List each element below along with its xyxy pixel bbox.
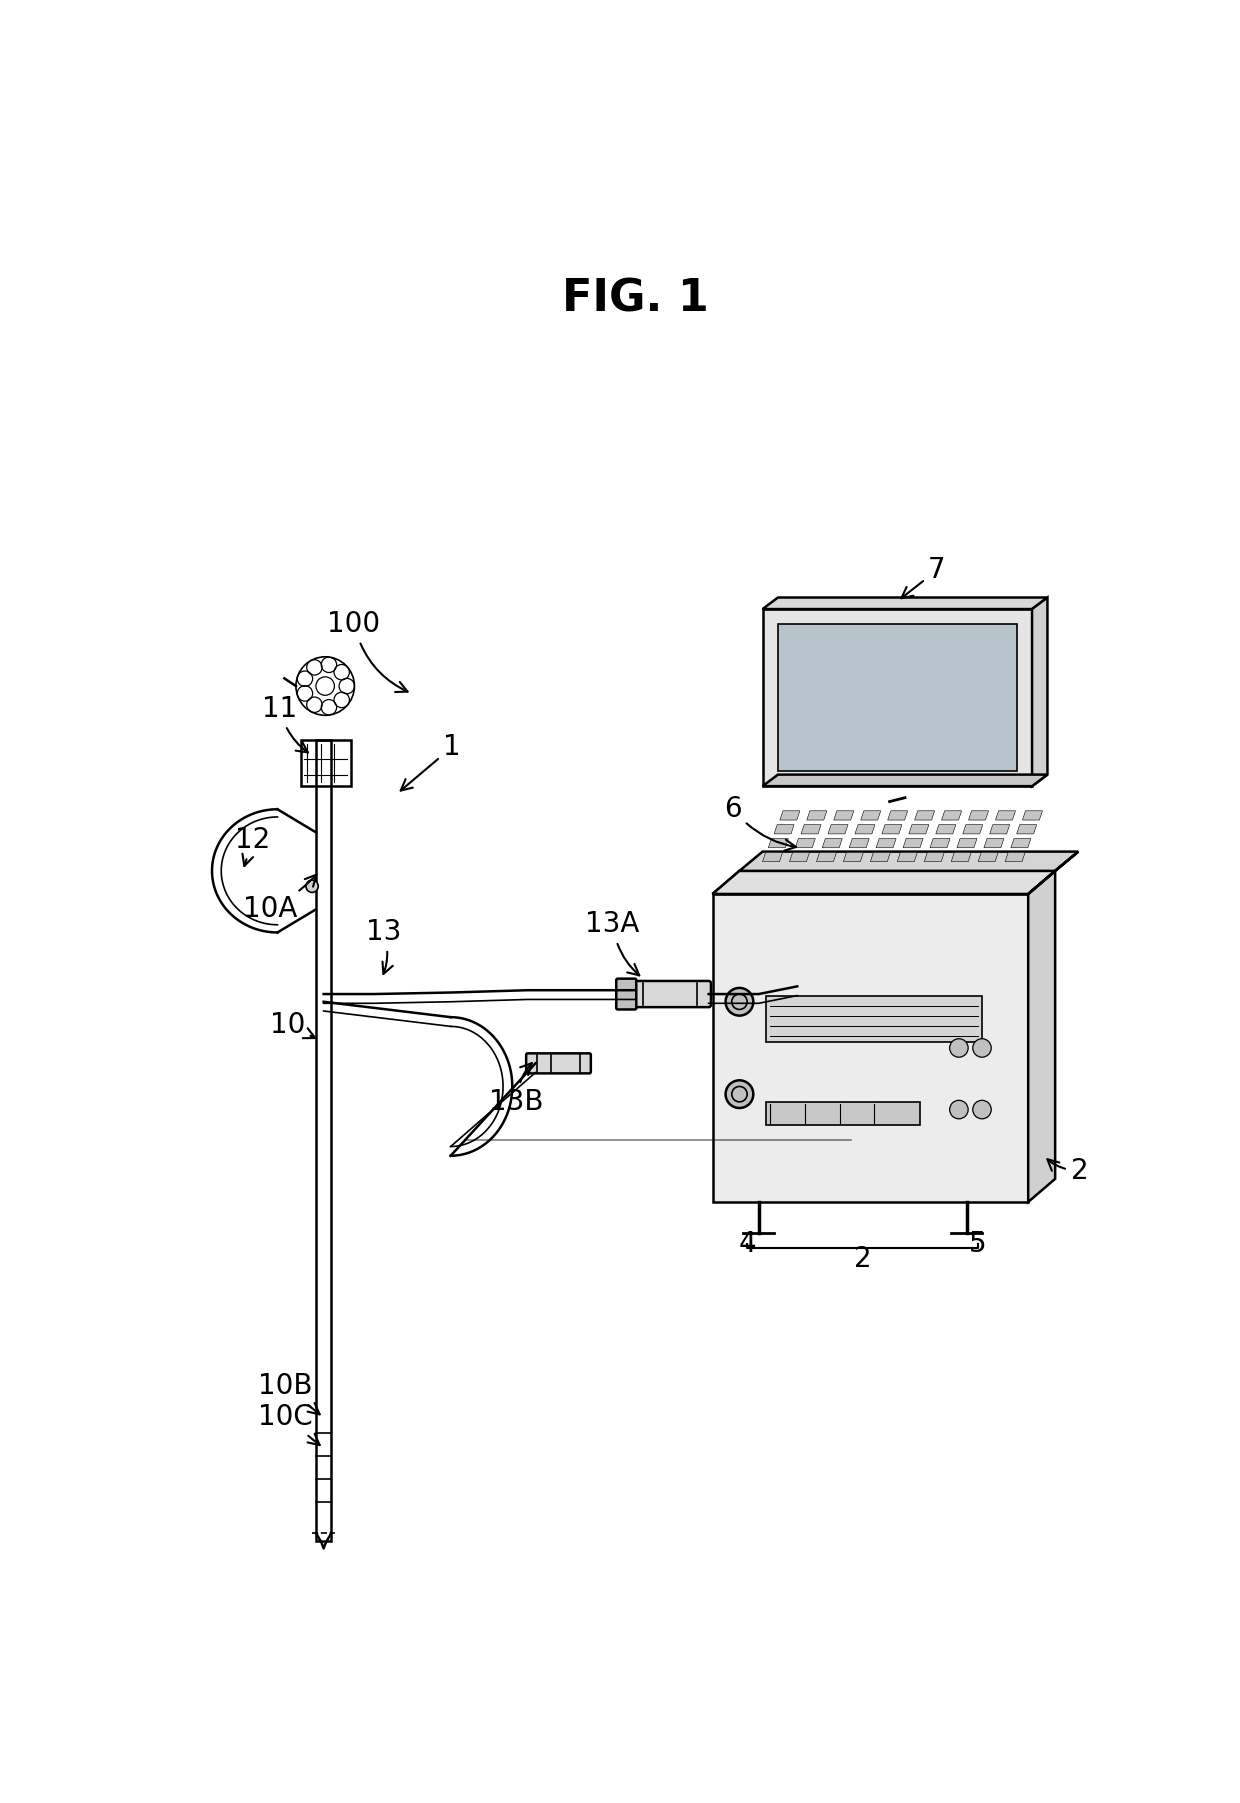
Circle shape: [306, 880, 319, 892]
Polygon shape: [795, 838, 815, 847]
Polygon shape: [763, 597, 1048, 609]
Circle shape: [950, 1100, 968, 1120]
Circle shape: [725, 1080, 754, 1109]
Polygon shape: [870, 853, 890, 862]
Polygon shape: [807, 811, 827, 820]
Polygon shape: [769, 838, 789, 847]
Polygon shape: [1006, 853, 1025, 862]
Polygon shape: [854, 824, 875, 835]
Polygon shape: [888, 811, 908, 820]
Polygon shape: [816, 853, 837, 862]
FancyBboxPatch shape: [526, 1053, 590, 1073]
Text: 10B: 10B: [258, 1372, 320, 1414]
Polygon shape: [898, 853, 918, 862]
Text: 12: 12: [236, 826, 270, 865]
FancyBboxPatch shape: [630, 981, 711, 1008]
Polygon shape: [941, 811, 961, 820]
Polygon shape: [877, 838, 897, 847]
Text: 2: 2: [1048, 1158, 1089, 1185]
Polygon shape: [1017, 824, 1037, 835]
Text: 5: 5: [970, 1230, 987, 1258]
Circle shape: [950, 1039, 968, 1057]
Polygon shape: [882, 824, 901, 835]
Bar: [763, 609, 1032, 786]
Polygon shape: [915, 811, 935, 820]
Polygon shape: [990, 824, 1009, 835]
Circle shape: [725, 988, 754, 1015]
Polygon shape: [1023, 811, 1043, 820]
Text: 10A: 10A: [243, 874, 316, 923]
Text: 13A: 13A: [585, 911, 640, 975]
Polygon shape: [822, 838, 842, 847]
Polygon shape: [903, 838, 923, 847]
Polygon shape: [833, 811, 854, 820]
Polygon shape: [962, 824, 983, 835]
Circle shape: [972, 1100, 991, 1120]
Polygon shape: [1032, 597, 1048, 786]
Bar: [777, 624, 1017, 770]
Text: 13B: 13B: [490, 1064, 543, 1116]
Bar: [300, 739, 351, 786]
Text: 13: 13: [366, 918, 402, 974]
Polygon shape: [968, 811, 988, 820]
Bar: [766, 1102, 920, 1125]
Polygon shape: [909, 824, 929, 835]
Text: 4: 4: [738, 1230, 756, 1258]
Polygon shape: [1028, 871, 1055, 1203]
Polygon shape: [790, 853, 810, 862]
Bar: [766, 995, 982, 1042]
Polygon shape: [828, 824, 848, 835]
Polygon shape: [983, 838, 1004, 847]
Polygon shape: [924, 853, 945, 862]
Polygon shape: [861, 811, 880, 820]
Polygon shape: [978, 853, 998, 862]
Polygon shape: [713, 871, 1055, 894]
Polygon shape: [849, 838, 869, 847]
Polygon shape: [780, 811, 800, 820]
Text: 6: 6: [724, 795, 796, 851]
Circle shape: [972, 1039, 991, 1057]
Text: 10: 10: [270, 1010, 315, 1039]
Polygon shape: [1028, 851, 1079, 894]
Polygon shape: [1011, 838, 1030, 847]
FancyBboxPatch shape: [616, 979, 636, 1010]
Polygon shape: [951, 853, 971, 862]
Polygon shape: [996, 811, 1016, 820]
Polygon shape: [739, 851, 1079, 871]
Polygon shape: [957, 838, 977, 847]
Text: 1: 1: [401, 734, 460, 790]
Polygon shape: [801, 824, 821, 835]
Polygon shape: [774, 824, 794, 835]
Polygon shape: [763, 853, 782, 862]
Bar: [316, 739, 331, 1542]
Text: 10C: 10C: [258, 1403, 320, 1446]
Bar: [713, 894, 1028, 1203]
Text: 11: 11: [262, 694, 308, 752]
Polygon shape: [763, 775, 1048, 786]
Polygon shape: [930, 838, 950, 847]
Text: 100: 100: [327, 609, 408, 692]
Polygon shape: [713, 871, 1055, 894]
Polygon shape: [843, 853, 863, 862]
Text: 7: 7: [901, 557, 946, 599]
Text: FIG. 1: FIG. 1: [562, 278, 709, 321]
Polygon shape: [936, 824, 956, 835]
Text: 2: 2: [854, 1246, 872, 1273]
